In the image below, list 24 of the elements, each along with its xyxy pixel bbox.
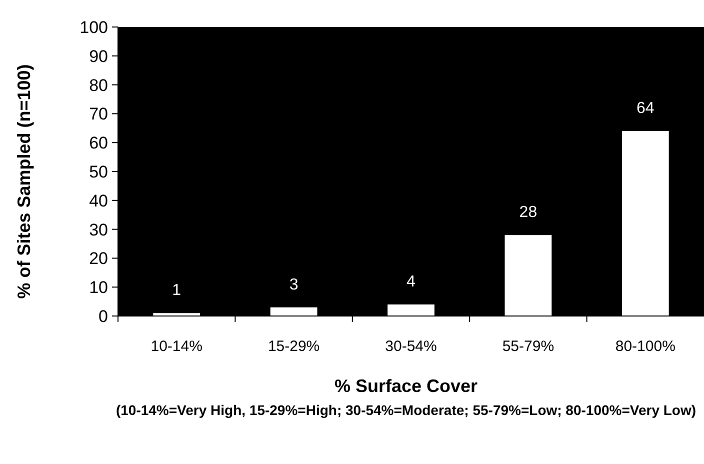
x-tick-label: 15-29%	[268, 338, 320, 355]
y-tick-label: 90	[89, 46, 108, 66]
y-axis-title: % of Sites Sampled (n=100)	[14, 64, 34, 299]
x-tick-label: 80-100%	[615, 338, 676, 355]
y-tick-label: 100	[80, 18, 108, 37]
x-tick-label: 55-79%	[502, 338, 554, 355]
y-tick-label: 60	[89, 134, 108, 153]
data-label: 3	[289, 276, 298, 294]
y-tick-label: 40	[89, 191, 108, 210]
y-tick-label: 10	[89, 278, 108, 298]
data-label: 64	[636, 100, 654, 118]
x-tick-label: 30-54%	[385, 338, 437, 355]
data-label: 1	[172, 282, 182, 300]
x-axis-title: % Surface Cover	[334, 376, 478, 396]
data-label: 4	[406, 273, 416, 290]
y-tick-label: 50	[89, 162, 108, 182]
y-tick-label: 20	[89, 249, 108, 268]
y-tick-label: 80	[89, 76, 108, 95]
x-tick-label: 10-14%	[150, 338, 202, 355]
y-tick-label: 70	[89, 104, 108, 124]
text: (10-14%=Very High, 15-29%=High; 30-54%=Moderate; 55-79%=Low; 80-100%=Very Low)	[116, 402, 696, 418]
y-tick-label: 30	[89, 220, 108, 240]
y-tick-label: 0	[98, 306, 108, 326]
data-label: 28	[519, 204, 538, 222]
